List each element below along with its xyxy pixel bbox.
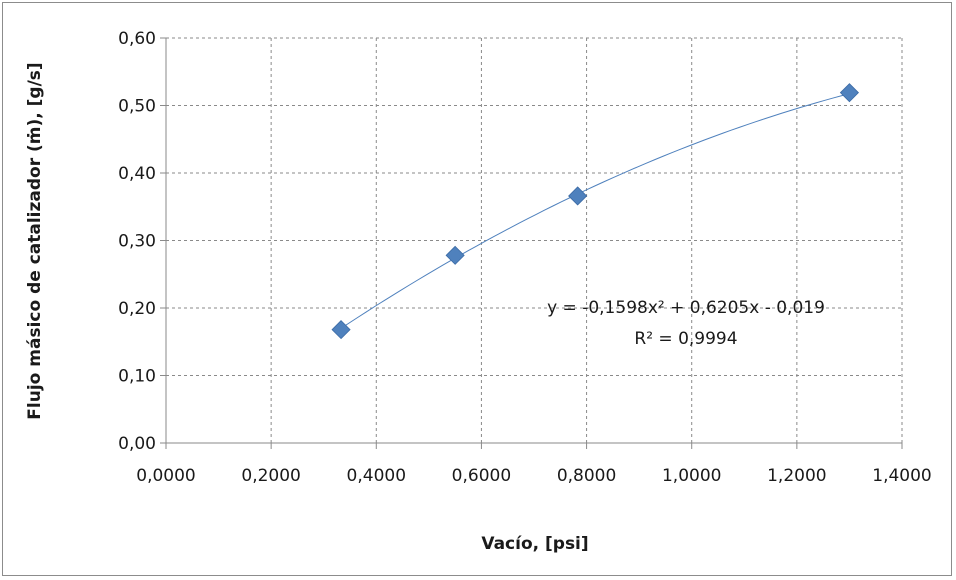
x-tick-label: 0,0000 xyxy=(136,466,195,486)
y-tick-label: 0,20 xyxy=(118,299,156,319)
y-tick-label: 0,40 xyxy=(118,164,156,184)
x-tick-label: 1,2000 xyxy=(767,466,826,486)
r-squared-label: R² = 0,9994 xyxy=(634,329,737,349)
y-tick-label: 0,50 xyxy=(118,97,156,117)
y-tick-label: 0,00 xyxy=(118,434,156,454)
x-tick-label: 0,8000 xyxy=(557,466,616,486)
x-tick-label: 1,0000 xyxy=(662,466,721,486)
data-point-diamond xyxy=(331,320,351,340)
data-point-diamond xyxy=(568,186,588,206)
y-tick-label: 0,60 xyxy=(118,29,156,49)
x-tick-label: 1,4000 xyxy=(872,466,931,486)
trendline-equation: y = -0,1598x² + 0,6205x - 0,019 xyxy=(547,298,825,318)
x-axis-title: Vacío, [psi] xyxy=(481,534,588,554)
y-axis-title: Flujo másico de catalizador (ṁ), [g/s] xyxy=(25,62,45,419)
axes xyxy=(160,37,903,449)
data-point-diamond xyxy=(445,245,465,265)
data-points xyxy=(331,83,859,340)
trendline xyxy=(340,93,850,329)
grid-lines xyxy=(166,37,903,443)
x-tick-labels: 0,0000 0,2000 0,4000 0,6000 0,8000 1,0000 1,20… xyxy=(136,466,931,486)
data-point-diamond xyxy=(839,83,859,103)
y-tick-label: 0,30 xyxy=(118,232,156,252)
x-tick-label: 0,4000 xyxy=(347,466,406,486)
x-tick-label: 0,6000 xyxy=(452,466,511,486)
y-tick-labels: 0,00 0,10 0,20 0,30 0,40 0,50 0,60 xyxy=(118,29,156,454)
y-tick-label: 0,10 xyxy=(118,367,156,387)
x-tick-label: 0,2000 xyxy=(241,466,300,486)
